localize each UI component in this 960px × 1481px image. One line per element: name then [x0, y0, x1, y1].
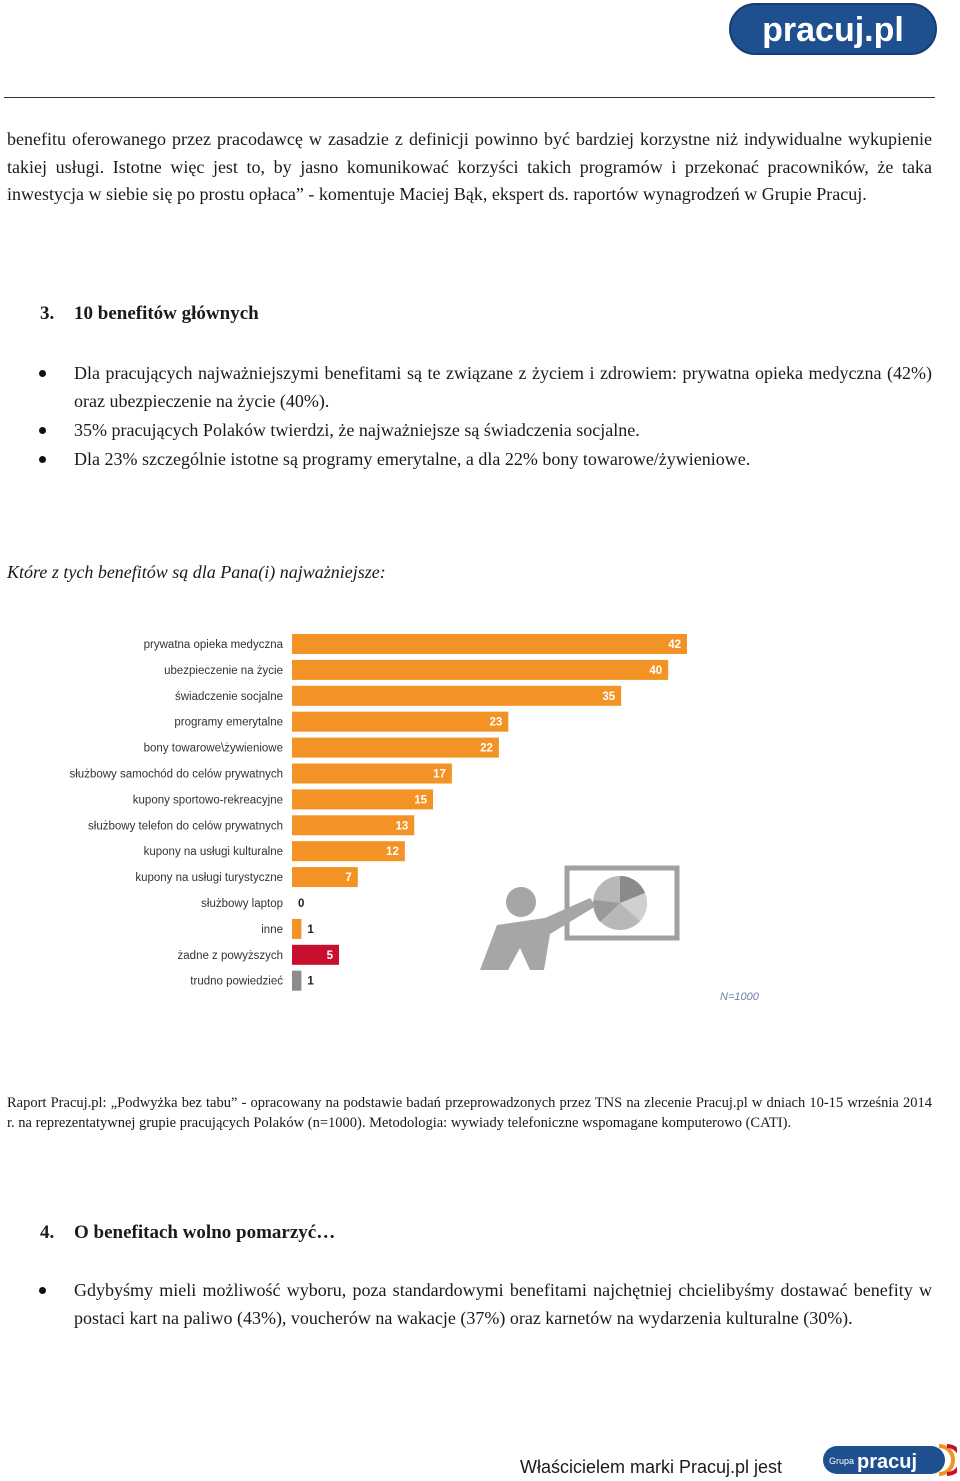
- bullet-text: 35% pracujących Polaków twierdzi, że naj…: [74, 420, 640, 440]
- section-4-title: O benefitach wolno pomarzyć…: [74, 1222, 336, 1243]
- category-label: inne: [261, 924, 283, 936]
- value-label: 17: [433, 769, 446, 781]
- pracuj-logo: pracuj.pl: [729, 3, 937, 55]
- category-label: służbowy telefon do celów prywatnych: [88, 820, 283, 832]
- value-label: 1: [307, 976, 314, 988]
- header-rule: [4, 97, 935, 98]
- value-label: 40: [649, 665, 662, 677]
- section-3-heading: 3. 10 benefitów głównych: [40, 303, 259, 325]
- value-label: 42: [668, 639, 681, 651]
- category-label: trudno powiedzieć: [190, 976, 283, 988]
- bar: [292, 685, 622, 706]
- category-label: kupony na usługi kulturalne: [144, 846, 283, 858]
- value-label: 7: [345, 872, 351, 884]
- bullet-item: Dla pracujących najważniejszymi benefita…: [0, 359, 932, 415]
- value-label: 15: [414, 794, 427, 806]
- bar: [292, 815, 415, 836]
- bullet-text: Dla 23% szczególnie istotne są programy …: [74, 449, 751, 469]
- bullet-item: Gdybyśmy mieli możliwość wyboru, poza st…: [0, 1276, 932, 1332]
- bullet-icon: [39, 370, 46, 377]
- section-4-heading: 4. O benefitach wolno pomarzyć…: [40, 1222, 335, 1244]
- category-label: kupony sportowo-rekreacyjne: [133, 794, 283, 806]
- section-3-number: 3.: [40, 303, 55, 324]
- source-note: Raport Pracuj.pl: „Podwyżka bez tabu” - …: [7, 1095, 932, 1131]
- category-label: bony towarowe\żywieniowe: [144, 743, 283, 755]
- footer-text: Właścicielem marki Pracuj.pl jest: [520, 1457, 783, 1477]
- category-label: programy emerytalne: [174, 717, 283, 729]
- category-label: żadne z powyższych: [178, 950, 283, 962]
- category-label: ubezpieczenie na życie: [164, 665, 283, 677]
- benefits-bar-chart: prywatna opieka medyczna 42 ubezpieczenie …: [70, 634, 760, 1003]
- value-label: 13: [395, 820, 408, 832]
- intro-paragraph: benefitu oferowanego przez pracodawcę w …: [7, 129, 932, 204]
- bar: [292, 659, 669, 680]
- grupa-logo-main-text: pracuj: [857, 1451, 917, 1473]
- bullet-text: Gdybyśmy mieli możliwość wyboru, poza st…: [74, 1280, 932, 1328]
- grupa-pracuj-logo: Grupa pracuj: [823, 1444, 957, 1476]
- value-label: 5: [327, 950, 334, 962]
- chart-bars: prywatna opieka medyczna 42 ubezpieczenie …: [70, 634, 687, 991]
- bullet-icon: [39, 427, 46, 434]
- bar: [292, 763, 452, 784]
- value-label: 0: [298, 898, 304, 910]
- chart-sample-note: N=1000: [720, 991, 760, 1003]
- bullet-icon: [39, 1287, 46, 1294]
- value-label: 23: [490, 717, 503, 729]
- category-label: służbowy samochód do celów prywatnych: [70, 769, 284, 781]
- bullet-item: 35% pracujących Polaków twierdzi, że naj…: [0, 416, 932, 444]
- bar: [292, 634, 687, 654]
- category-label: świadczenie socjalne: [175, 691, 283, 703]
- grupa-logo-small-text: Grupa: [829, 1456, 854, 1466]
- section-3-title: 10 benefitów głównych: [74, 303, 259, 324]
- presenter-illustration: [480, 865, 680, 970]
- bar: [292, 737, 499, 758]
- value-label: 1: [307, 924, 314, 936]
- pracuj-logo-text: pracuj.pl: [762, 11, 904, 49]
- value-label: 22: [480, 743, 493, 755]
- bar: [292, 789, 434, 810]
- bar: [292, 841, 405, 862]
- category-label: kupony na usługi turystyczne: [135, 872, 283, 884]
- value-label: 35: [602, 691, 615, 703]
- bar: [292, 711, 509, 732]
- bar: [292, 867, 358, 888]
- section-4-number: 4.: [40, 1222, 55, 1243]
- value-label: 12: [386, 846, 399, 858]
- category-label: prywatna opieka medyczna: [144, 639, 284, 651]
- bullet-icon: [39, 456, 46, 463]
- bullet-text: Dla pracujących najważniejszymi benefita…: [74, 363, 932, 411]
- bar: [292, 944, 340, 965]
- bar: [292, 918, 302, 939]
- section-4-bullets: Gdybyśmy mieli możliwość wyboru, poza st…: [0, 1276, 932, 1333]
- bar: [292, 970, 302, 991]
- category-label: służbowy laptop: [201, 898, 283, 910]
- chart-question: Które z tych benefitów są dla Pana(i) na…: [7, 562, 386, 582]
- bullet-item: Dla 23% szczególnie istotne są programy …: [0, 445, 932, 473]
- section-3-bullets: Dla pracujących najważniejszymi benefita…: [0, 359, 932, 474]
